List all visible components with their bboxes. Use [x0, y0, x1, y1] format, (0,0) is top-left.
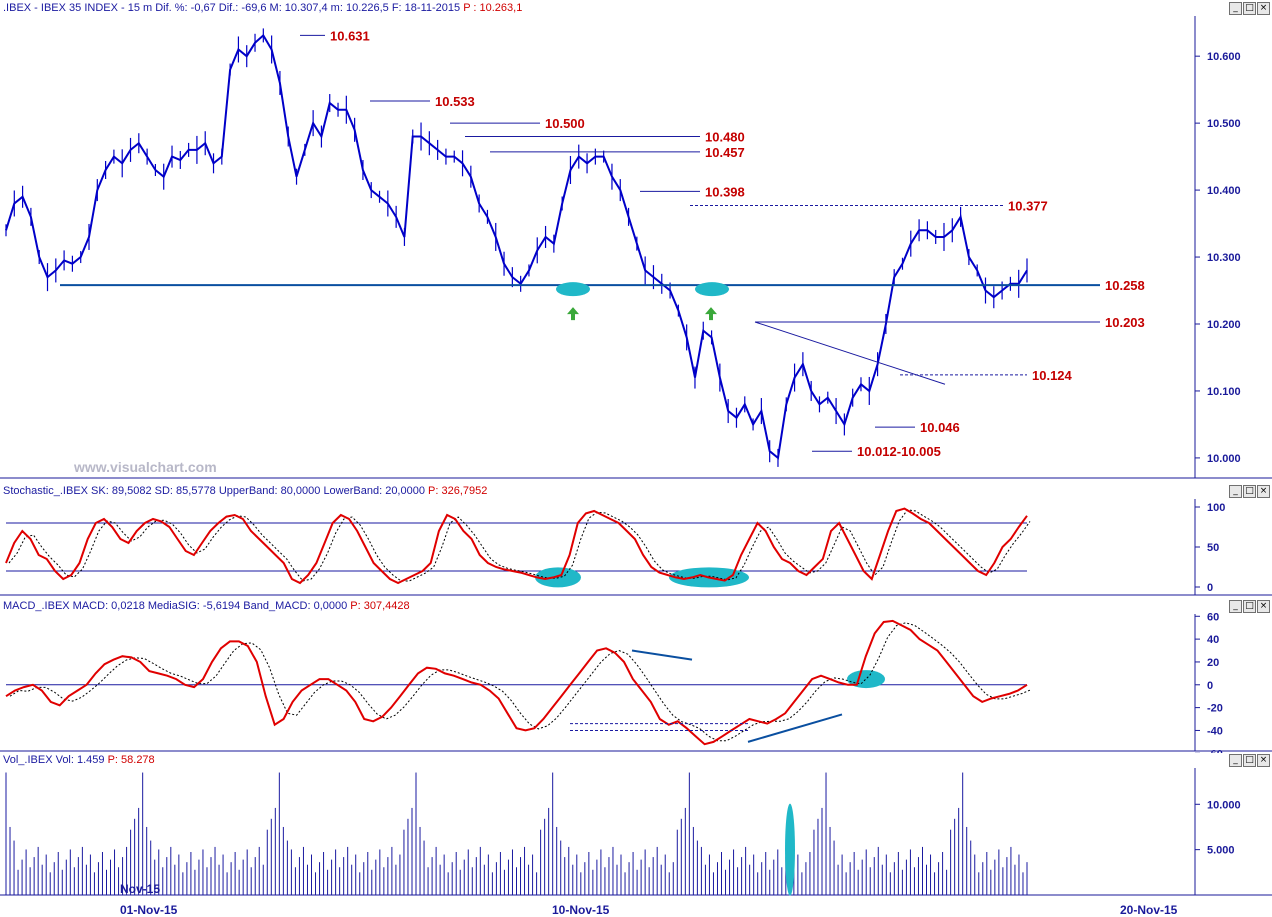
price-axis-tick-label: 10.600 — [1207, 51, 1241, 63]
macd-header-p: P: 307,4428 — [350, 600, 410, 612]
stoch-minimize-button[interactable]: _ — [1229, 485, 1242, 498]
price-header: .IBEX - IBEX 35 INDEX - 15 m Dif. %: -0,… — [0, 0, 522, 16]
up-arrow-icon — [567, 307, 579, 321]
vol-maximize-button[interactable]: □ — [1243, 754, 1256, 767]
stoch-axis-tick-label: 0 — [1207, 582, 1213, 594]
macd-line — [5, 619, 1028, 746]
vol-window-controls: _ □ × — [1229, 754, 1270, 767]
watermark: www.visualchart.com — [74, 459, 217, 475]
macd-axis-tick-label: -60 — [1207, 748, 1223, 753]
macd-axis-tick-label: -20 — [1207, 703, 1223, 715]
macd-signal-line — [9, 622, 1032, 742]
level-label: 10.377 — [1008, 198, 1048, 213]
stoch-signal-line — [8, 509, 1031, 582]
vol-header: Vol_.IBEX Vol: 1.459 P: 58.278 — [0, 752, 155, 768]
vol-header-p: P: 58.278 — [107, 754, 155, 766]
vol-header-text: Vol_.IBEX Vol: 1.459 — [3, 754, 108, 766]
level-label: 10.480 — [705, 130, 745, 145]
price-axis-tick-label: 10.500 — [1207, 118, 1241, 130]
stoch-axis-tick-label: 50 — [1207, 542, 1219, 554]
macd-axis-tick-label: -40 — [1207, 725, 1223, 737]
level-label: 10.012-10.005 — [857, 444, 941, 459]
macd-axis-tick-label: 0 — [1207, 680, 1213, 692]
stochastic-chart[interactable]: 100 50 0 — [0, 483, 1272, 598]
macd-maximize-button[interactable]: □ — [1243, 600, 1256, 613]
level-label: 10.631 — [330, 28, 370, 43]
price-panel: .IBEX - IBEX 35 INDEX - 15 m Dif. %: -0,… — [0, 0, 1272, 480]
price-axis-tick-label: 10.100 — [1207, 386, 1241, 398]
price-chart[interactable]: 10.600 10.500 10.400 10.300 10.200 10.100 10.0… — [0, 0, 1272, 480]
date-label-1: 01-Nov-15 — [120, 903, 178, 917]
stoch-header-text: Stochastic_.IBEX SK: 89,5082 SD: 85,5778… — [3, 485, 429, 497]
vol-minimize-button[interactable]: _ — [1229, 754, 1242, 767]
level-label: 10.533 — [435, 94, 475, 109]
stoch-header: Stochastic_.IBEX SK: 89,5082 SD: 85,5778… — [0, 483, 487, 499]
stoch-close-button[interactable]: × — [1257, 485, 1270, 498]
stochastic-panel: Stochastic_.IBEX SK: 89,5082 SD: 85,5778… — [0, 483, 1272, 598]
macd-window-controls: _ □ × — [1229, 600, 1270, 613]
price-header-p: P : 10.263,1 — [463, 2, 523, 14]
level-label: 10.258 — [1105, 278, 1145, 293]
macd-panel: MACD_.IBEX MACD: 0,0218 MediaSIG: -5,619… — [0, 598, 1272, 753]
date-label-3: 20-Nov-15 — [1120, 903, 1178, 917]
divergence-line — [747, 713, 843, 743]
stoch-window-controls: _ □ × — [1229, 485, 1270, 498]
volume-chart[interactable]: 10.000 5.000 — [0, 752, 1272, 917]
macd-axis-tick-label: 60 — [1207, 611, 1219, 623]
level-label: 10.046 — [920, 420, 960, 435]
macd-axis-tick-label: 20 — [1207, 657, 1219, 669]
stoch-header-p: P: 326,7952 — [428, 485, 488, 497]
vol-close-button[interactable]: × — [1257, 754, 1270, 767]
level-label: 10.398 — [705, 184, 745, 199]
minimize-button[interactable]: _ — [1229, 2, 1242, 15]
maximize-button[interactable]: □ — [1243, 2, 1256, 15]
level-label: 10.500 — [545, 116, 585, 131]
macd-close-button[interactable]: × — [1257, 600, 1270, 613]
date-label-2: 10-Nov-15 — [552, 903, 610, 917]
price-line — [5, 33, 1028, 460]
vol-axis-tick-label: 10.000 — [1207, 799, 1241, 811]
macd-axis-tick-label: 40 — [1207, 634, 1219, 646]
vol-axis-tick-label: 5.000 — [1207, 845, 1235, 857]
level-label: 10.203 — [1105, 315, 1145, 330]
price-axis-tick-label: 10.200 — [1207, 319, 1241, 331]
price-header-text: .IBEX - IBEX 35 INDEX - 15 m Dif. %: -0,… — [3, 2, 464, 14]
stoch-line — [5, 507, 1028, 585]
nov-label: Nov-15 — [120, 882, 161, 896]
price-axis-tick-label: 10.000 — [1207, 453, 1241, 465]
level-label: 10.457 — [705, 145, 745, 160]
close-button[interactable]: × — [1257, 2, 1270, 15]
price-window-controls: _ □ × — [1229, 2, 1270, 15]
trendline — [754, 321, 946, 385]
stoch-axis-tick-label: 100 — [1207, 502, 1225, 514]
macd-chart[interactable]: 60 40 20 0 -20 -40 -60 — [0, 598, 1272, 753]
price-axis-tick-label: 10.300 — [1207, 252, 1241, 264]
stoch-maximize-button[interactable]: □ — [1243, 485, 1256, 498]
up-arrow-icon — [705, 307, 717, 321]
support-touch-highlight — [695, 282, 729, 297]
macd-minimize-button[interactable]: _ — [1229, 600, 1242, 613]
volume-highlight — [785, 803, 795, 896]
level-label: 10.124 — [1032, 368, 1073, 383]
divergence-line — [631, 649, 693, 661]
volume-panel: Vol_.IBEX Vol: 1.459 P: 58.278 _ □ × 10.00… — [0, 752, 1272, 917]
price-axis-tick-label: 10.400 — [1207, 185, 1241, 197]
macd-header-text: MACD_.IBEX MACD: 0,0218 MediaSIG: -5,619… — [3, 600, 351, 612]
macd-header: MACD_.IBEX MACD: 0,0218 MediaSIG: -5,619… — [0, 598, 410, 614]
support-touch-highlight — [556, 282, 590, 297]
